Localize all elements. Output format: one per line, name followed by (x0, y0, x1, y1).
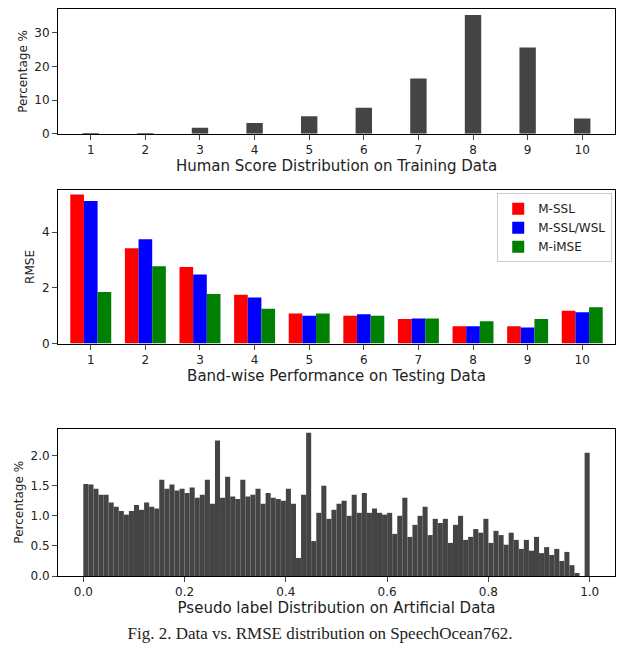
svg-text:10: 10 (34, 93, 49, 107)
svg-text:Percentage %: Percentage % (16, 30, 30, 113)
svg-text:5: 5 (305, 143, 313, 157)
svg-text:1: 1 (87, 143, 95, 157)
svg-text:6: 6 (360, 143, 368, 157)
svg-text:Percentage %: Percentage % (12, 461, 26, 544)
svg-text:0.5: 0.5 (31, 539, 50, 553)
svg-text:2.0: 2.0 (31, 449, 50, 463)
svg-text:0.0: 0.0 (31, 569, 50, 583)
svg-text:9: 9 (524, 143, 532, 157)
svg-text:Human Score Distribution on Tr: Human Score Distribution on Training Dat… (176, 157, 497, 175)
svg-text:7: 7 (415, 143, 423, 157)
svg-text:8: 8 (469, 143, 477, 157)
svg-text:M-SSL/WSL: M-SSL/WSL (538, 221, 605, 235)
svg-text:0.8: 0.8 (479, 585, 498, 599)
svg-text:2: 2 (42, 281, 50, 295)
svg-text:4: 4 (251, 353, 259, 367)
svg-text:Band-wise Performance on Testi: Band-wise Performance on Testing Data (187, 367, 486, 385)
svg-text:2: 2 (142, 353, 150, 367)
svg-text:4: 4 (42, 225, 50, 239)
svg-text:8: 8 (469, 353, 477, 367)
svg-text:Pseudo label Distribution on A: Pseudo label Distribution on Artificial … (178, 599, 496, 617)
svg-text:0.0: 0.0 (74, 585, 93, 599)
svg-text:7: 7 (415, 353, 423, 367)
svg-text:3: 3 (196, 353, 204, 367)
svg-text:10: 10 (575, 353, 590, 367)
svg-text:0: 0 (42, 337, 50, 351)
svg-text:30: 30 (34, 26, 49, 40)
svg-text:RMSE: RMSE (23, 250, 37, 284)
svg-text:0.4: 0.4 (276, 585, 295, 599)
svg-text:10: 10 (575, 143, 590, 157)
svg-text:0: 0 (42, 127, 50, 141)
svg-text:3: 3 (196, 143, 204, 157)
svg-text:M-iMSE: M-iMSE (538, 240, 582, 254)
svg-text:0.2: 0.2 (175, 585, 194, 599)
svg-text:1.0: 1.0 (580, 585, 599, 599)
svg-text:1: 1 (87, 353, 95, 367)
html-text:Fig. 2. Data vs. RMSE distribu: Fig. 2. Data vs. RMSE distribution on Sp… (127, 624, 513, 643)
svg-text:4: 4 (251, 143, 259, 157)
svg-text:5: 5 (305, 353, 313, 367)
svg-text:1.5: 1.5 (31, 479, 50, 493)
svg-text:20: 20 (34, 60, 49, 74)
svg-text:6: 6 (360, 353, 368, 367)
svg-text:2: 2 (142, 143, 150, 157)
svg-text:0.6: 0.6 (378, 585, 397, 599)
svg-text:9: 9 (524, 353, 532, 367)
svg-text:M-SSL: M-SSL (538, 202, 575, 216)
svg-text:1.0: 1.0 (31, 509, 50, 523)
